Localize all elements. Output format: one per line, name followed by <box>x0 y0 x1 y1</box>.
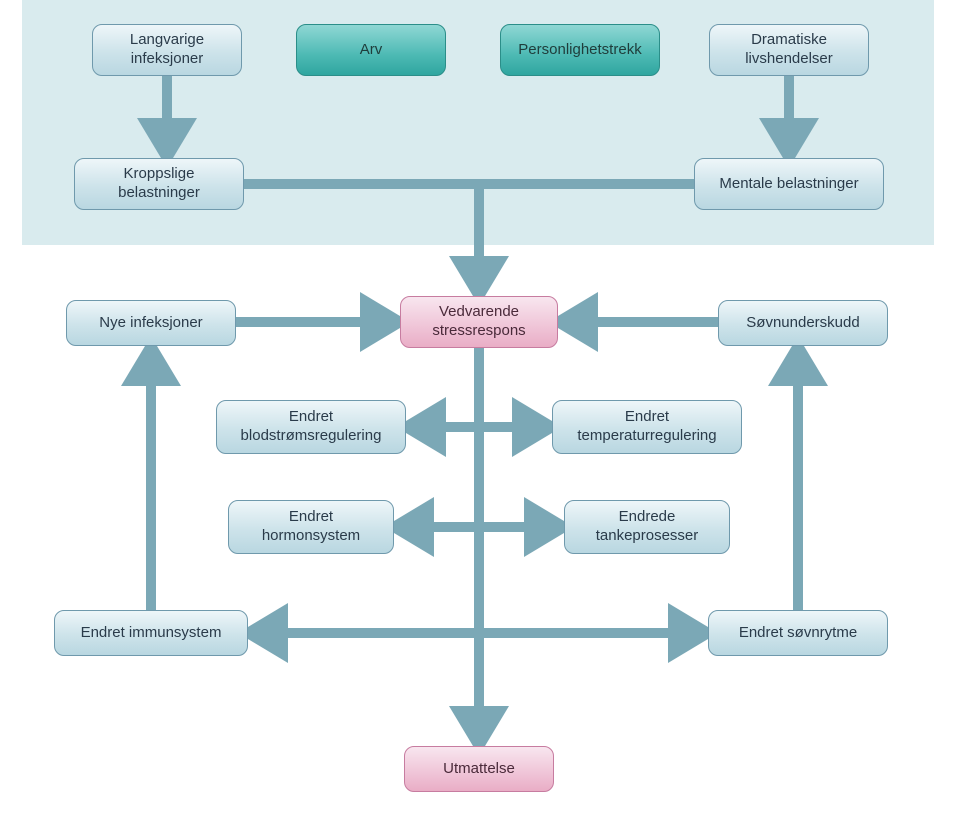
node-sovnunder: Søvnunderskudd <box>718 300 888 346</box>
node-sovnrytme: Endret søvnrytme <box>708 610 888 656</box>
node-person: Personlighetstrekk <box>500 24 660 76</box>
node-kroppslige: Kroppslige belastninger <box>74 158 244 210</box>
node-mentale: Mentale belastninger <box>694 158 884 210</box>
node-vedvarende: Vedvarende stressrespons <box>400 296 558 348</box>
node-arv: Arv <box>296 24 446 76</box>
flowchart-canvas: Langvarige infeksjoner Arv Personlighetstr… <box>0 0 956 823</box>
node-tempreg: Endret temperaturregulering <box>552 400 742 454</box>
node-utmattelse: Utmattelse <box>404 746 554 792</box>
node-immun: Endret immunsystem <box>54 610 248 656</box>
node-tankepros: Endrede tankeprosesser <box>564 500 730 554</box>
node-hormon: Endret hormonsystem <box>228 500 394 554</box>
node-langvarige: Langvarige infeksjoner <box>92 24 242 76</box>
node-blodstrom: Endret blodstrømsregulering <box>216 400 406 454</box>
node-dramatiske: Dramatiske livshendelser <box>709 24 869 76</box>
node-nyeinf: Nye infeksjoner <box>66 300 236 346</box>
